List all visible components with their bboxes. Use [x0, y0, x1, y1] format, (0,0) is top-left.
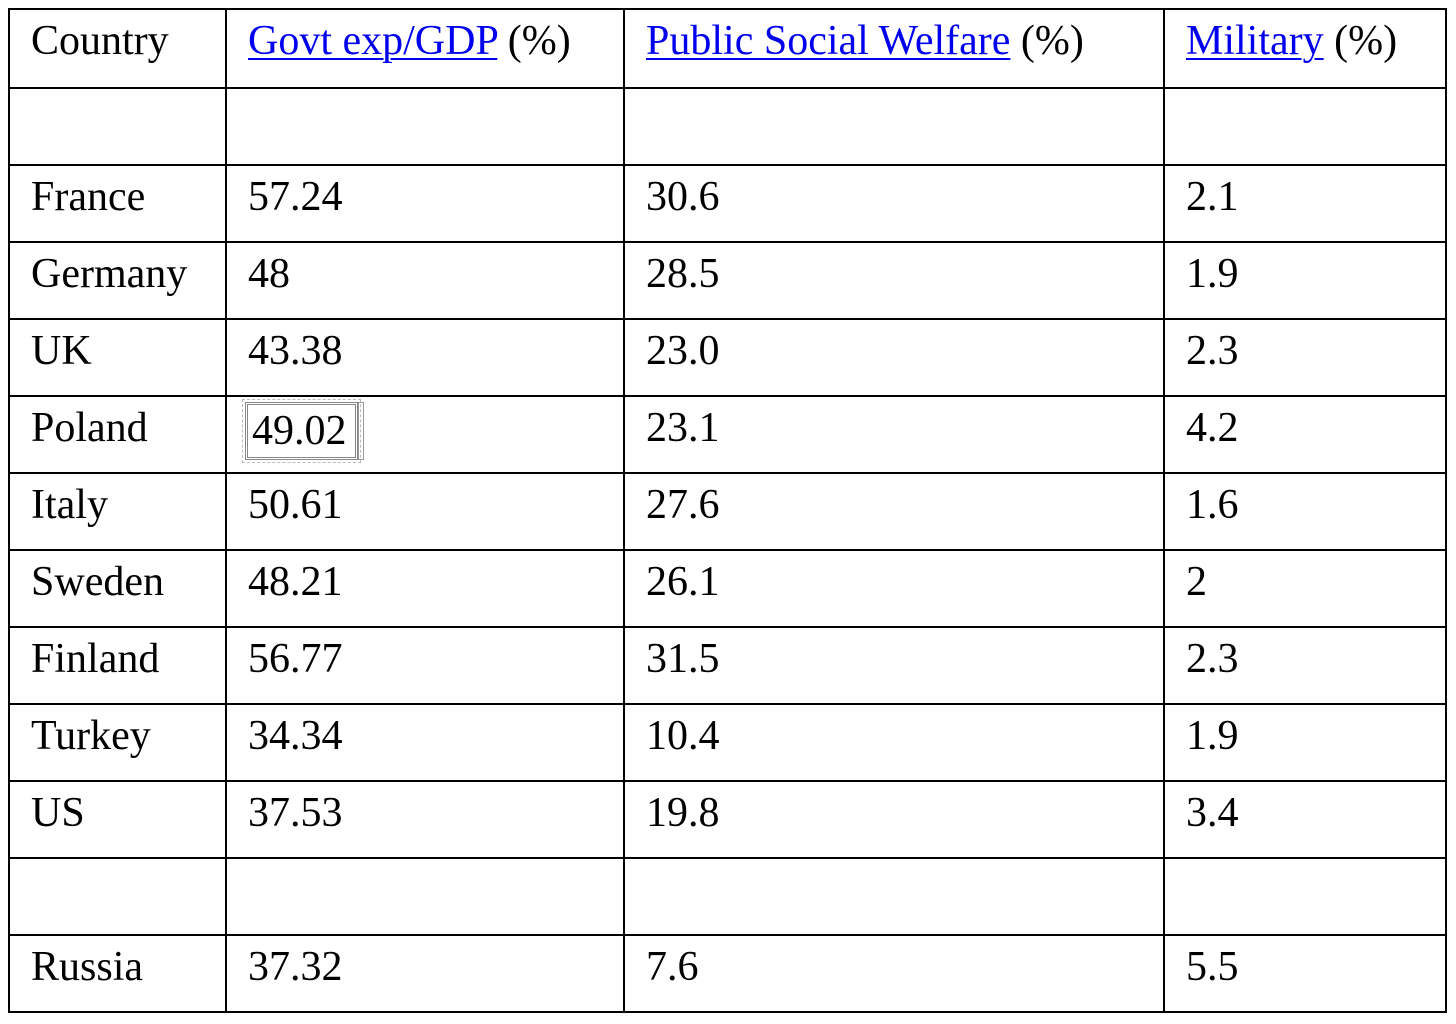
- table-row-france: France 57.24 30.6 2.1: [8, 164, 1447, 243]
- cell-social-welfare: 27.6: [623, 472, 1165, 551]
- cell-govt-exp: 50.61: [225, 472, 625, 551]
- table-row-poland: Poland 49.02 23.1 4.2: [8, 395, 1447, 474]
- cell-military: 2: [1163, 549, 1447, 628]
- cell-country: [8, 857, 227, 936]
- table-row-germany: Germany 48 28.5 1.9: [8, 241, 1447, 320]
- header-govt-exp: Govt exp/GDP (%): [225, 8, 625, 89]
- cell-govt-exp: [225, 87, 625, 166]
- cell-country: UK: [8, 318, 227, 397]
- cell-social-welfare: 10.4: [623, 703, 1165, 782]
- cell-govt-exp: 57.24: [225, 164, 625, 243]
- header-country: Country: [8, 8, 227, 89]
- cell-military: 5.5: [1163, 934, 1447, 1013]
- table-row-empty: [8, 857, 1447, 936]
- cell-govt-exp: 48: [225, 241, 625, 320]
- cell-govt-exp: 43.38: [225, 318, 625, 397]
- social-welfare-link[interactable]: Public Social Welfare: [646, 18, 1011, 64]
- military-link[interactable]: Military: [1186, 18, 1324, 64]
- cell-social-welfare: 30.6: [623, 164, 1165, 243]
- selected-value-box[interactable]: 49.02: [242, 399, 363, 463]
- cell-social-welfare: 23.0: [623, 318, 1165, 397]
- cell-govt-exp: 48.21: [225, 549, 625, 628]
- cell-social-welfare: [623, 87, 1165, 166]
- table-row-us: US 37.53 19.8 3.4: [8, 780, 1447, 859]
- cell-social-welfare: 26.1: [623, 549, 1165, 628]
- govt-exp-unit: (%): [497, 18, 571, 64]
- table-row-empty: [8, 87, 1447, 166]
- military-unit: (%): [1323, 18, 1398, 64]
- cell-military: 2.3: [1163, 626, 1447, 705]
- cell-social-welfare: 19.8: [623, 780, 1165, 859]
- cell-country: Russia: [8, 934, 227, 1013]
- social-welfare-unit: (%): [1010, 18, 1084, 64]
- govt-exp-link[interactable]: Govt exp/GDP: [248, 18, 498, 64]
- cell-country: Poland: [8, 395, 227, 474]
- cell-military: 2.3: [1163, 318, 1447, 397]
- cell-country: Turkey: [8, 703, 227, 782]
- cell-govt-exp: 56.77: [225, 626, 625, 705]
- cell-govt-exp: 37.53: [225, 780, 625, 859]
- cell-military: 1.9: [1163, 241, 1447, 320]
- cell-military: 4.2: [1163, 395, 1447, 474]
- table-row-finland: Finland 56.77 31.5 2.3: [8, 626, 1447, 705]
- cell-country: Sweden: [8, 549, 227, 628]
- cell-military: 3.4: [1163, 780, 1447, 859]
- table-row-italy: Italy 50.61 27.6 1.6: [8, 472, 1447, 551]
- cell-govt-exp: 49.02: [225, 395, 625, 474]
- cell-military: 2.1: [1163, 164, 1447, 243]
- cell-country: France: [8, 164, 227, 243]
- cell-social-welfare: 28.5: [623, 241, 1165, 320]
- cell-military: 1.6: [1163, 472, 1447, 551]
- table-row-turkey: Turkey 34.34 10.4 1.9: [8, 703, 1447, 782]
- cell-country: Finland: [8, 626, 227, 705]
- cell-military: [1163, 857, 1447, 936]
- cell-country: [8, 87, 227, 166]
- cell-govt-exp: [225, 857, 625, 936]
- header-country-label: Country: [31, 18, 169, 64]
- cell-country: Italy: [8, 472, 227, 551]
- table-row-sweden: Sweden 48.21 26.1 2: [8, 549, 1447, 628]
- cell-govt-exp: 37.32: [225, 934, 625, 1013]
- cell-country: US: [8, 780, 227, 859]
- header-military: Military (%): [1163, 8, 1447, 89]
- header-social-welfare: Public Social Welfare (%): [623, 8, 1165, 89]
- cell-military: [1163, 87, 1447, 166]
- cell-govt-exp: 34.34: [225, 703, 625, 782]
- table-row-uk: UK 43.38 23.0 2.3: [8, 318, 1447, 397]
- cell-military: 1.9: [1163, 703, 1447, 782]
- cell-social-welfare: [623, 857, 1165, 936]
- cell-social-welfare: 23.1: [623, 395, 1165, 474]
- spending-table: Country Govt exp/GDP (%) Public Social W…: [8, 8, 1447, 1013]
- table-row-russia: Russia 37.32 7.6 5.5: [8, 934, 1447, 1013]
- header-row: Country Govt exp/GDP (%) Public Social W…: [8, 8, 1447, 89]
- cell-social-welfare: 7.6: [623, 934, 1165, 1013]
- cell-country: Germany: [8, 241, 227, 320]
- cell-social-welfare: 31.5: [623, 626, 1165, 705]
- spending-table-container: Country Govt exp/GDP (%) Public Social W…: [8, 8, 1447, 1013]
